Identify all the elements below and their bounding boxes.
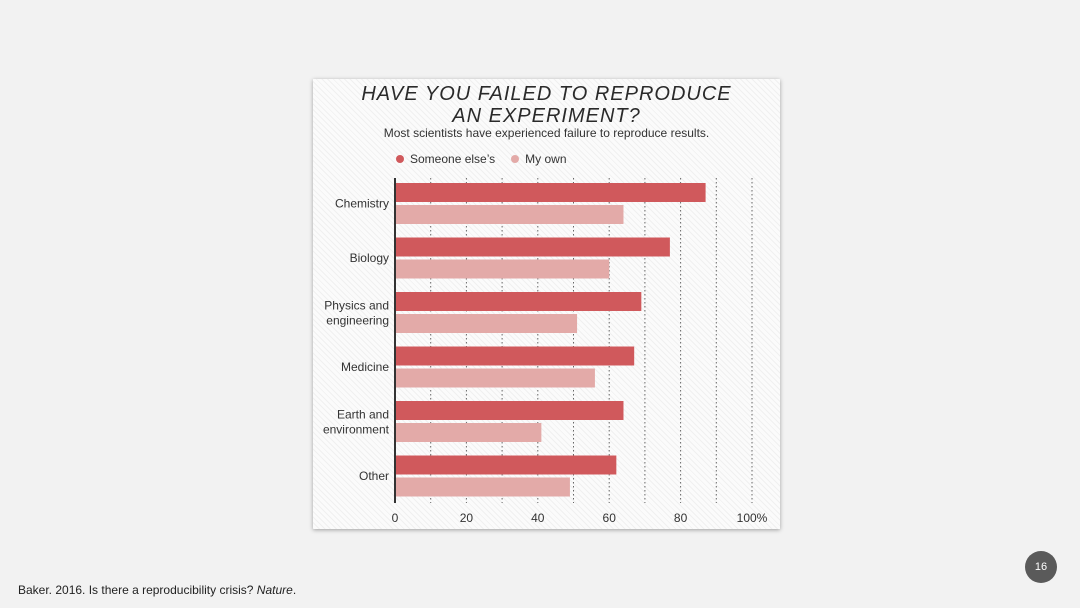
category-label-line: engineering xyxy=(326,314,389,328)
category-label-2: Physics and engineering xyxy=(324,299,389,328)
chart-card: HAVE YOU FAILED TO REPRODUCE AN EXPERIME… xyxy=(313,79,780,529)
category-label-line: environment xyxy=(323,423,390,437)
bar-my-own-3 xyxy=(395,368,595,388)
category-label-3: Medicine xyxy=(341,360,389,374)
legend-label-my-own: My own xyxy=(525,152,567,166)
bar-my-own-4 xyxy=(395,423,542,442)
chart-title: HAVE YOU FAILED TO REPRODUCE AN EXPERIME… xyxy=(313,83,780,127)
x-tick-label-40: 40 xyxy=(531,511,545,525)
chart-subtitle: Most scientists have experienced failure… xyxy=(383,126,710,140)
citation: Baker. 2016. Is there a reproducibility … xyxy=(18,583,296,597)
x-tick-label-0: 0 xyxy=(392,511,399,525)
bar-my-own-0 xyxy=(395,205,624,224)
chart-title-line-2: AN EXPERIMENT? xyxy=(452,105,641,127)
bar-someone-else-4 xyxy=(395,401,624,420)
citation-text: Baker. 2016. Is there a reproducibility … xyxy=(18,583,257,597)
x-tick-label-20: 20 xyxy=(460,511,474,525)
x-tick-label-80: 80 xyxy=(674,511,688,525)
bar-someone-else-3 xyxy=(395,346,635,366)
category-label-1: Biology xyxy=(350,251,389,265)
legend-item-my-own: My own xyxy=(511,152,567,166)
chart-title-line-1: HAVE YOU FAILED TO REPRODUCE xyxy=(361,83,732,105)
x-tick-label-60: 60 xyxy=(603,511,617,525)
x-tick-label-100: 100% xyxy=(737,511,768,525)
category-label-line: Earth and xyxy=(337,408,389,422)
category-label-0: Chemistry xyxy=(335,197,389,211)
bar-someone-else-5 xyxy=(395,455,617,475)
category-label-5: Other xyxy=(359,469,389,483)
legend-swatch-someone-else xyxy=(396,155,404,163)
bar-someone-else-1 xyxy=(395,237,670,257)
bar-my-own-5 xyxy=(395,477,570,497)
bar-my-own-2 xyxy=(395,314,578,333)
legend-item-someone-else: Someone else’s xyxy=(396,152,495,166)
bar-my-own-1 xyxy=(395,259,610,279)
citation-suffix: . xyxy=(292,583,297,597)
citation-journal: Nature xyxy=(256,583,293,597)
category-label-line: Physics and xyxy=(324,299,389,313)
bar-chart-plot: Chemistry Biology Physics and engineering Me… xyxy=(323,178,768,525)
category-label-4: Earth and environment xyxy=(323,408,390,437)
legend-label-someone-else: Someone else’s xyxy=(410,152,496,166)
page-number-badge: 16 xyxy=(1025,551,1057,583)
page-number: 16 xyxy=(1034,561,1048,573)
legend: Someone else’s My own xyxy=(396,152,567,166)
bar-someone-else-2 xyxy=(395,292,642,311)
legend-swatch-my-own xyxy=(511,155,520,163)
bar-someone-else-0 xyxy=(395,183,706,202)
